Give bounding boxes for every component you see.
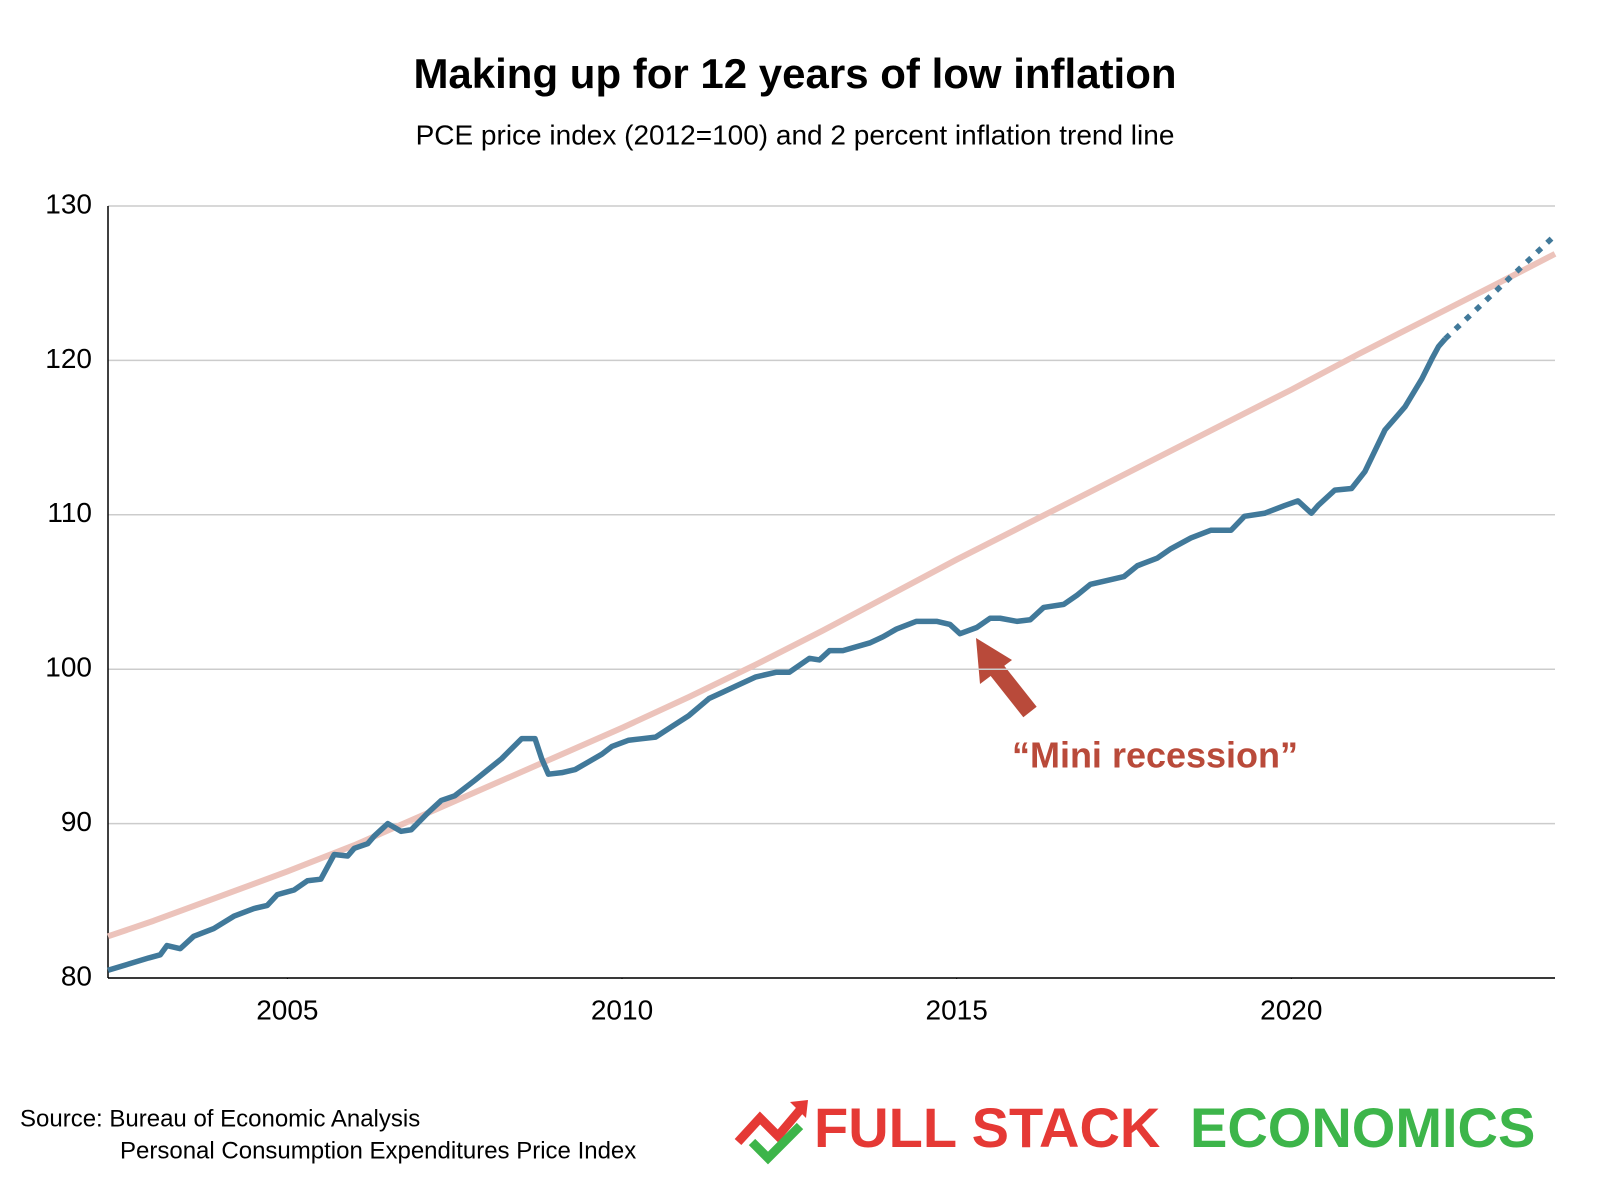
logo-icon [734,1100,808,1165]
y-tick-label: 100 [45,652,92,683]
x-tick-label: 2005 [256,994,318,1025]
source-line: Personal Consumption Expenditures Price … [120,1137,636,1164]
chart-subtitle: PCE price index (2012=100) and 2 percent… [416,119,1175,150]
logo-red-head [790,1100,808,1118]
y-tick-label: 110 [47,497,92,528]
data-line [107,336,1448,973]
x-tick-label: 2015 [926,994,988,1025]
logo-text: ECONOMICS [1190,1096,1535,1159]
logo-text: FULL STACK [814,1096,1160,1159]
logo-green-check [748,1122,804,1165]
y-tick-label: 120 [45,343,92,374]
x-tick-label: 2020 [1260,994,1322,1025]
logo-red-arrow [734,1107,804,1146]
source-line: Source: Bureau of Economic Analysis [20,1105,420,1132]
annotation: “Mini recession” [1012,735,1298,776]
arrow-head [976,638,1012,684]
projection-line [1443,233,1557,341]
x-tick-label: 2010 [591,994,653,1025]
y-tick-label: 90 [61,806,92,837]
data-line [107,251,1557,940]
chart-title: Making up for 12 years of low inflation [413,50,1176,97]
y-tick-label: 130 [45,188,92,219]
arrow-shaft [985,658,1037,718]
y-tick-label: 80 [61,960,92,991]
annotation-arrow [976,638,1037,718]
